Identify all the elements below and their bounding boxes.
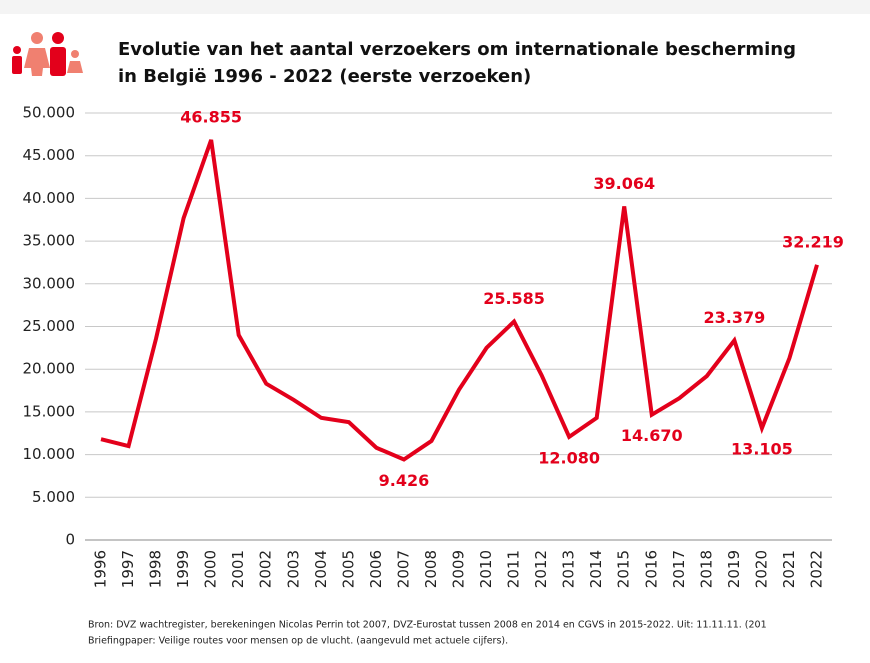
- value-label: 39.064: [593, 174, 655, 193]
- y-tick-label: 40.000: [23, 189, 76, 207]
- x-tick-label: 2020: [752, 550, 770, 588]
- people-icon: [12, 32, 83, 76]
- x-tick-label: 2006: [367, 550, 385, 588]
- y-tick-label: 10.000: [23, 445, 76, 463]
- data-line: [100, 139, 819, 462]
- x-tick-label: 2018: [697, 550, 715, 588]
- x-tick-label: 2022: [808, 550, 826, 588]
- chart-title: in België 1996 - 2022 (eerste verzoeken): [118, 66, 531, 87]
- y-tick-label: 35.000: [23, 232, 76, 250]
- x-tick-label: 2021: [780, 550, 798, 588]
- y-tick-label: 20.000: [23, 360, 76, 378]
- x-tick-label: 2019: [725, 550, 743, 588]
- y-tick-label: 15.000: [23, 402, 76, 420]
- y-tick-label: 5.000: [32, 488, 75, 506]
- x-tick-label: 2016: [642, 550, 660, 588]
- x-tick-label: 2009: [450, 550, 468, 588]
- x-tick-label: 2014: [587, 550, 605, 588]
- x-tick-label: 2013: [560, 550, 578, 588]
- x-tick-label: 2010: [477, 550, 495, 588]
- y-tick-label: 50.000: [23, 104, 76, 122]
- x-tick-label: 1997: [119, 550, 137, 588]
- x-tick-label: 2005: [339, 550, 357, 588]
- x-tick-label: 2011: [505, 550, 523, 588]
- chart-title: Evolutie van het aantal verzoekers om in…: [118, 39, 796, 60]
- x-tick-label: 2002: [257, 550, 275, 588]
- value-label: 13.105: [731, 440, 793, 459]
- x-tick-label: 2015: [615, 550, 633, 588]
- x-tick-label: 1996: [92, 550, 110, 588]
- y-tick-label: 45.000: [23, 146, 76, 164]
- x-tick-label: 2000: [202, 550, 220, 588]
- x-tick-label: 2001: [229, 550, 247, 588]
- card: [0, 14, 870, 663]
- x-tick-label: 2003: [284, 550, 302, 588]
- source-note: Bron: DVZ wachtregister, berekeningen Ni…: [88, 620, 767, 631]
- x-tick-label: 2017: [670, 550, 688, 588]
- value-label: 32.219: [782, 232, 844, 251]
- value-label: 23.379: [704, 308, 766, 327]
- x-tick-label: 2008: [422, 550, 440, 588]
- y-tick-label: 30.000: [23, 274, 76, 292]
- x-tick-label: 1998: [147, 550, 165, 588]
- value-label: 14.670: [621, 426, 683, 445]
- value-label: 25.585: [483, 289, 545, 308]
- y-tick-label: 0: [65, 531, 75, 549]
- value-label: 46.855: [180, 107, 242, 126]
- x-tick-label: 2012: [532, 550, 550, 588]
- x-tick-label: 2007: [394, 550, 412, 588]
- x-tick-label: 2004: [312, 550, 330, 588]
- value-label: 12.080: [538, 448, 600, 467]
- value-label: 9.426: [379, 471, 430, 490]
- y-tick-label: 25.000: [23, 317, 76, 335]
- source-note: Briefingpaper: Veilige routes voor mense…: [88, 636, 508, 647]
- x-tick-label: 1999: [174, 550, 192, 588]
